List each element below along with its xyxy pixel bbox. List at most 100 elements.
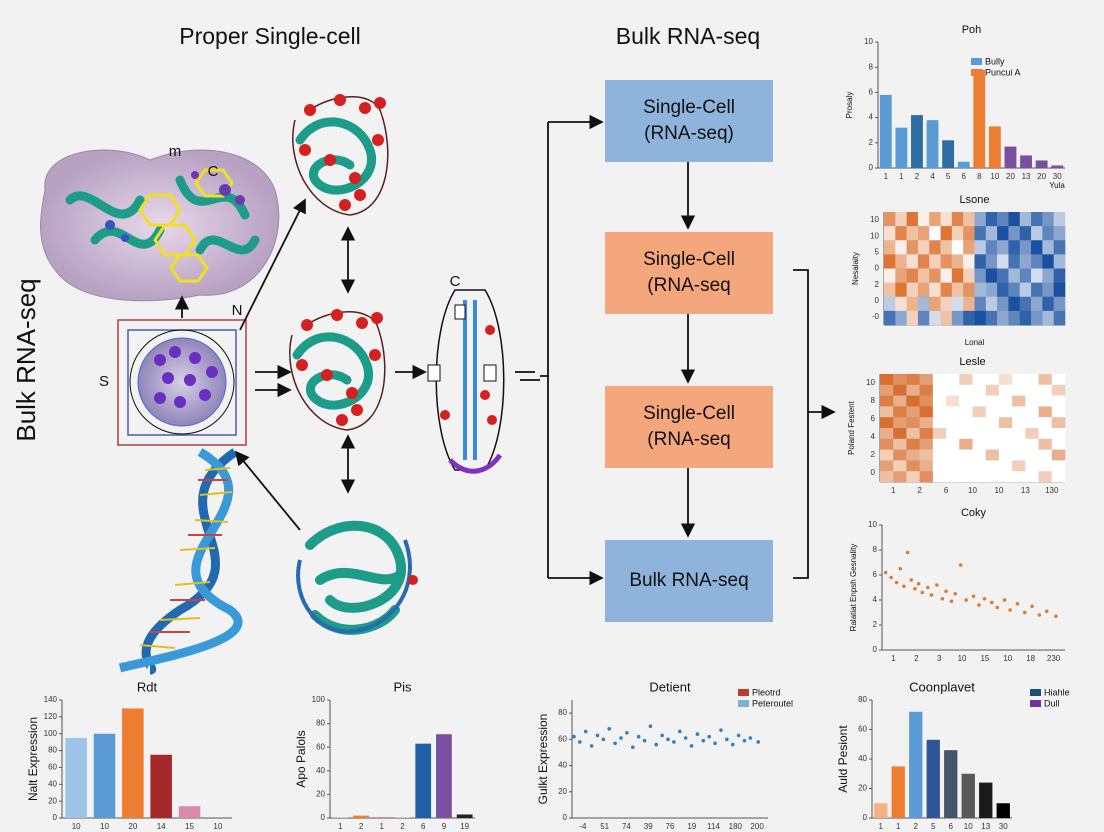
heatmap-cell <box>880 406 894 418</box>
heatmap-cell <box>940 310 953 326</box>
scatter-point <box>589 744 594 748</box>
heatmap-cell <box>1008 240 1021 255</box>
heatmap-cell <box>1031 226 1043 241</box>
chart-title: Detient <box>649 679 691 694</box>
scatter-point <box>748 736 753 740</box>
bar <box>957 161 970 168</box>
heatmap-cell <box>1042 310 1054 326</box>
heatmap-cell <box>985 268 998 283</box>
heatmap-cell <box>998 406 1013 418</box>
y-tick-label: 10 <box>868 520 877 529</box>
heatmap-cell <box>919 438 934 450</box>
heatmap-cell <box>1019 310 1032 326</box>
heatmap-cell <box>880 460 894 472</box>
heatmap-cell <box>880 395 894 407</box>
y-tick-label: 0 <box>869 163 874 172</box>
heatmap-cell <box>880 438 894 450</box>
flow-box-label: Bulk RNA-seq <box>629 570 748 591</box>
heatmap-cell <box>1038 460 1053 472</box>
heatmap-cell <box>919 471 934 483</box>
heatmap-cell <box>1053 268 1066 283</box>
flow-connectors <box>515 114 836 586</box>
heatmap-cell <box>959 460 973 472</box>
x-axis-label: Yula <box>1049 181 1065 190</box>
heatmap-cell <box>893 460 907 472</box>
scatter-point <box>607 727 612 731</box>
heatmap-cell <box>906 282 919 298</box>
structure-label: S <box>99 373 109 390</box>
chart-title: Pis <box>393 679 412 694</box>
heatmap-cell <box>946 438 960 450</box>
heatmap-cell <box>946 395 960 407</box>
heatmap-cell <box>1051 417 1066 429</box>
heatmap-cell <box>932 384 947 396</box>
heatmap-cell <box>940 296 953 312</box>
heatmap-cell <box>893 449 907 461</box>
scatter-point <box>916 581 921 586</box>
y-tick-label: 120 <box>44 712 58 721</box>
heatmap-cell <box>1042 212 1054 227</box>
heatmap-cell <box>1012 428 1026 440</box>
heatmap-cell <box>893 395 907 407</box>
heatmap-cell <box>1038 438 1053 450</box>
bar <box>353 815 369 818</box>
heatmap-cell <box>963 240 975 255</box>
heatmap-cell <box>917 310 930 326</box>
heatmap-cell <box>1012 449 1026 461</box>
bar <box>926 739 940 818</box>
scatter-point <box>701 738 706 743</box>
y-tick-label: 80 <box>558 708 567 717</box>
heatmap-cell <box>1051 460 1066 472</box>
scatter-point <box>971 594 976 599</box>
heatmap-cell <box>1025 428 1039 440</box>
heatmap-cell <box>998 395 1013 407</box>
x-tick-label: 1 <box>380 822 385 831</box>
y-tick-label: 0 <box>53 813 58 822</box>
y-tick-label: 40 <box>858 754 867 763</box>
heatmap-cell <box>906 240 919 255</box>
scatter-point <box>953 591 957 596</box>
y-tick-label: 20 <box>858 784 867 793</box>
heatmap-cell <box>932 471 947 483</box>
heatmap-cell <box>932 460 947 472</box>
heatmap-cell <box>880 428 894 440</box>
heatmap-cell <box>906 384 920 396</box>
x-tick-label: 10 <box>994 486 1003 495</box>
heatmap-cell <box>940 254 953 269</box>
heatmap-cell <box>974 240 987 255</box>
heatmap-cell <box>932 406 947 418</box>
heatmap-cell <box>906 268 919 283</box>
x-tick-label: 2 <box>915 172 920 181</box>
bar <box>944 750 958 818</box>
scatter-point <box>619 736 623 740</box>
heatmap-cell <box>963 296 975 312</box>
heatmap-cell <box>1038 471 1053 483</box>
heatmap-cell <box>972 428 987 440</box>
y-axis-label: Prosaly <box>845 92 854 119</box>
heatmap-cell <box>997 212 1009 227</box>
flow-boxes: Single-Cell (RNA-seq) Single-Cell (RNA-seq S… <box>605 80 773 622</box>
y-tick-label: 40 <box>316 766 325 775</box>
x-tick-label: 10 <box>213 822 222 831</box>
y-tick-label: 0 <box>321 813 326 822</box>
heatmap-cell <box>946 471 960 483</box>
heatmap-cell <box>1051 395 1066 407</box>
x-tick-label: 13 <box>981 822 990 831</box>
heatmap-cell <box>972 460 987 472</box>
heatmap-cell <box>998 449 1013 461</box>
bar <box>456 814 473 818</box>
heatmap-cell <box>906 310 919 326</box>
heatmap-cell <box>917 282 930 298</box>
heatmap-cell <box>906 374 920 386</box>
x-tick-label: 13 <box>1022 172 1031 181</box>
heatmap-cell <box>906 212 919 227</box>
heatmap-cell <box>919 384 934 396</box>
heatmap-cell <box>1053 212 1066 227</box>
heatmap-cell <box>1031 240 1043 255</box>
heatmap-cell <box>985 212 998 227</box>
heatmap-cell <box>1042 296 1054 312</box>
chart-title: Coky <box>961 507 987 519</box>
scatter-point <box>672 740 676 744</box>
heatmap-cell <box>997 254 1009 269</box>
heatmap-cell <box>919 417 934 429</box>
